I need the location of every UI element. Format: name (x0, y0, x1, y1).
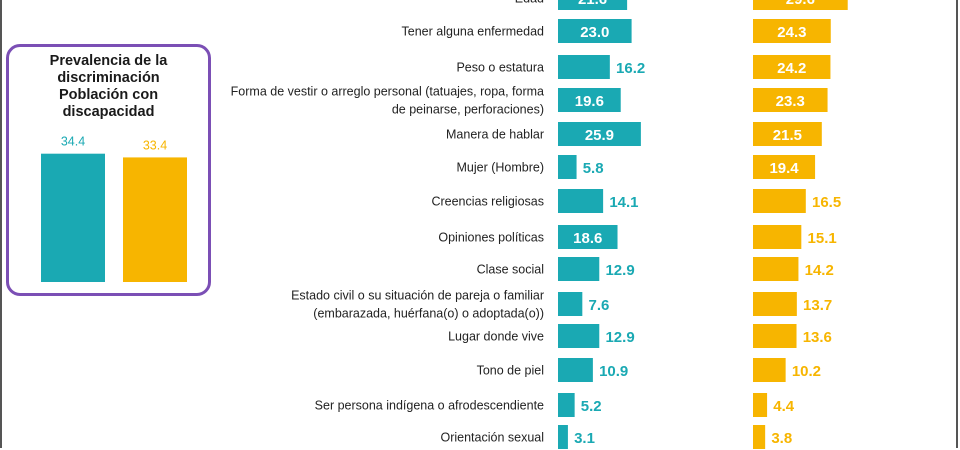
inset-title-line: Población con (58, 87, 159, 103)
category-label: Manera de hablar (446, 128, 544, 142)
bar (558, 189, 604, 213)
bar (558, 0, 628, 10)
bar (558, 324, 600, 348)
value-label: 3.8 (771, 430, 792, 447)
category-label: Estado civil o su situación de pareja o … (291, 289, 544, 303)
bar (558, 393, 575, 417)
value-label: 29.6 (786, 0, 815, 8)
bar (558, 19, 632, 43)
bar (753, 88, 828, 112)
category-label: Opiniones políticas (438, 231, 544, 245)
inset-title: Prevalencia de la discriminación Poblaci… (9, 53, 208, 121)
value-label: 23.3 (776, 93, 805, 110)
inset-value-label: 33.4 (143, 138, 167, 152)
bar (753, 257, 799, 281)
inset-chart: 34.4 33.4 (41, 135, 187, 282)
bar (558, 292, 583, 316)
inset-bar (41, 153, 105, 282)
value-label: 19.6 (575, 93, 604, 110)
value-label: 21.6 (578, 0, 607, 8)
bar (558, 358, 593, 382)
bar (558, 225, 618, 249)
value-label: 16.2 (616, 60, 645, 77)
bar (558, 122, 641, 146)
category-label: Clase social (477, 263, 544, 277)
bar (753, 19, 831, 43)
bar (753, 225, 802, 249)
value-label: 24.2 (777, 60, 806, 77)
value-label: 4.4 (773, 398, 795, 415)
bar (558, 257, 600, 281)
value-label: 12.9 (605, 329, 634, 346)
bar (753, 292, 797, 316)
bar (558, 55, 610, 79)
value-label: 14.2 (805, 262, 834, 279)
bar (753, 189, 806, 213)
value-label: 5.2 (581, 398, 602, 415)
bar (753, 393, 768, 417)
value-label: 13.6 (803, 329, 832, 346)
bar (558, 155, 577, 179)
value-label: 14.1 (609, 194, 638, 211)
category-label: Tener alguna enfermedad (402, 25, 545, 39)
bar (558, 425, 568, 449)
value-label: 19.4 (769, 160, 799, 177)
category-label: Tono de piel (477, 364, 544, 378)
inset-title-line: discriminación (57, 70, 160, 86)
value-label: 5.8 (583, 160, 604, 177)
category-label: Creencias religiosas (431, 195, 544, 209)
inset-title-line: Prevalencia de la (49, 53, 168, 69)
value-label: 16.5 (812, 194, 841, 211)
inset-value-label: 34.4 (61, 135, 85, 149)
bar (753, 155, 816, 179)
category-label: Peso o estatura (456, 61, 544, 75)
value-label: 3.1 (574, 430, 595, 447)
bar (753, 122, 822, 146)
value-label: 21.5 (773, 127, 802, 144)
value-label: 12.9 (605, 262, 634, 279)
value-label: 18.6 (573, 230, 602, 247)
category-label: Orientación sexual (440, 431, 544, 445)
inset-panel: Prevalencia de la discriminación Poblaci… (6, 44, 211, 296)
value-label: 25.9 (585, 127, 614, 144)
bar (558, 88, 621, 112)
value-label: 10.9 (599, 363, 628, 380)
category-label: Mujer (Hombre) (456, 161, 544, 175)
category-label: Ser persona indígena o afrodescendiente (315, 399, 544, 413)
category-label: Forma de vestir o arreglo personal (tatu… (231, 85, 544, 99)
value-label: 24.3 (777, 24, 806, 41)
bar (753, 425, 766, 449)
category-label: Lugar donde vive (448, 330, 544, 344)
category-label: Edad (515, 0, 544, 6)
value-label: 23.0 (580, 24, 609, 41)
bar (753, 0, 848, 10)
inset-title-line: discapacidad (62, 104, 155, 120)
category-label: de peinarse, perforaciones) (392, 103, 544, 117)
bar (753, 55, 831, 79)
value-label: 13.7 (803, 297, 832, 314)
value-label: 15.1 (808, 230, 837, 247)
bar (753, 324, 797, 348)
inset-bar (123, 157, 187, 282)
bar (753, 358, 786, 382)
value-label: 10.2 (792, 363, 821, 380)
category-label: (embarazada, huérfana(o) o adoptada(o)) (313, 307, 544, 321)
value-label: 7.6 (588, 297, 609, 314)
